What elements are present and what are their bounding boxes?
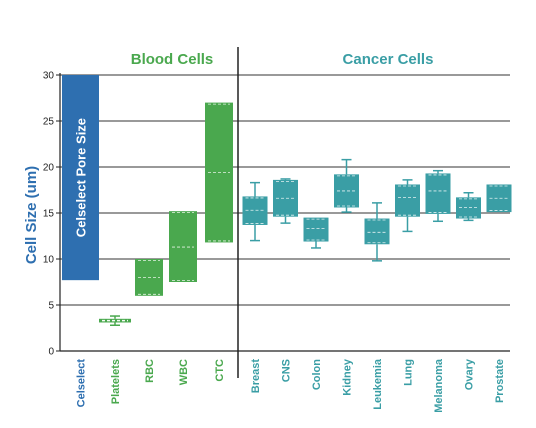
box-kidney [334,158,359,213]
y-tick-label: 15 [43,209,55,220]
box-ovary [456,192,481,222]
x-tick-label: Colon [311,359,323,390]
box-leukemia [364,202,390,262]
y-tick-label: 5 [48,301,54,312]
bar-label-celselect: Celselect Pore Size [74,118,89,237]
chart-marks [62,75,512,326]
x-tick-label: Leukemia [372,358,384,410]
bar-celselect [62,75,99,281]
y-tick-label: 10 [43,255,55,266]
box-body [395,184,420,217]
x-tick-label: Ovary [464,358,476,390]
x-tick-label: Kidney [342,358,354,396]
x-tick-label: Prostate [494,359,506,403]
y-axis-title: Cell Size (um) [23,166,40,264]
box-melanoma [425,169,451,223]
chart-labels: 0 5 10 15 20 25 30 Cell Size (um) Blood Cells Can… [23,51,506,413]
box-prostate [486,184,512,213]
box-wbc [169,211,197,282]
box-body [425,173,451,214]
box-body [169,211,197,282]
y-tick-label: 25 [43,117,55,128]
box-breast [242,181,268,242]
group-title-blood-cells: Blood Cells [131,51,214,68]
box-cns [273,178,298,224]
box-body [364,218,390,245]
axes [56,47,510,378]
x-tick-label: Breast [250,359,262,394]
x-tick-label: RBC [144,359,156,383]
x-tick-label: WBC [178,359,190,385]
y-tick-label: 20 [43,163,55,174]
box-lung [395,179,420,233]
y-tick-label: 0 [48,347,54,358]
box-body [303,217,329,242]
x-tick-label: Celselect [76,359,88,408]
box-platelets [99,315,131,326]
group-title-cancer-cells: Cancer Cells [343,51,434,68]
box-rbc [135,259,163,296]
x-tick-label: CTC [214,359,226,382]
box-colon [303,217,329,249]
x-tick-label: Lung [403,359,415,386]
x-tick-label: Melanoma [433,358,445,413]
box-body [456,197,481,219]
x-tick-label: Platelets [110,359,122,404]
box-body [242,196,268,225]
x-tick-label: CNS [281,359,293,382]
y-tick-label: 30 [43,71,55,82]
box-ctc [205,102,233,243]
